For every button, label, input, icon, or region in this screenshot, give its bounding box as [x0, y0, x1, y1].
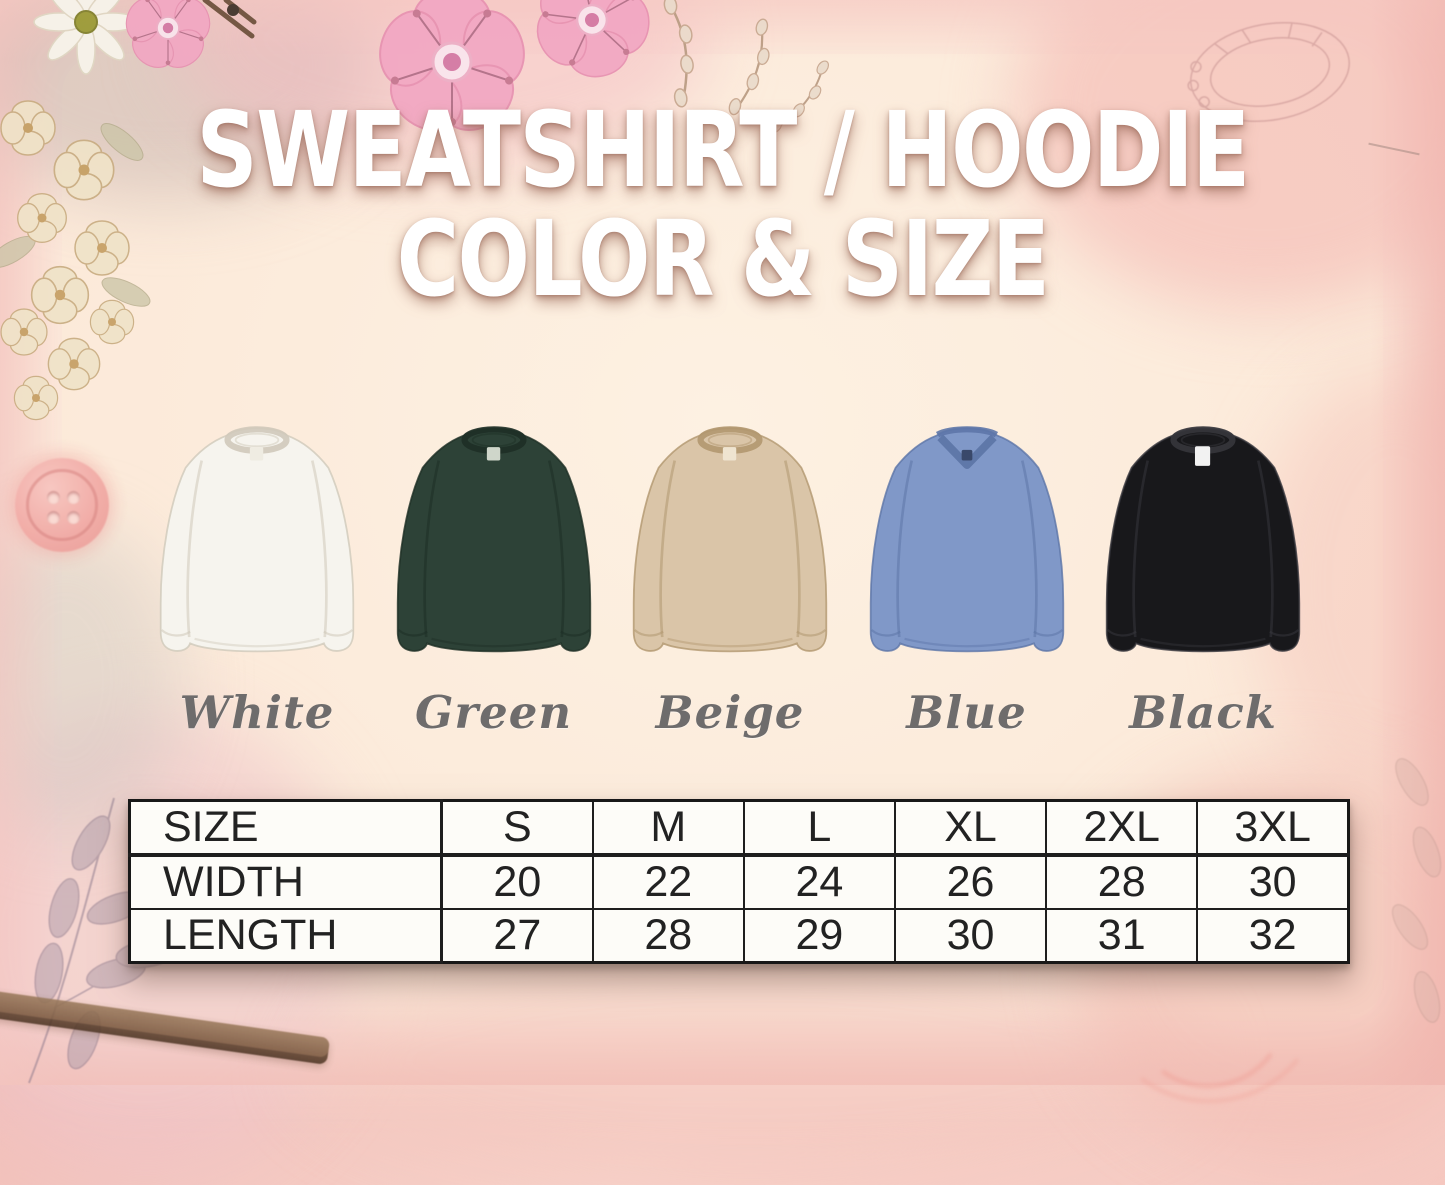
size-cell-2xl: 2XL [1045, 799, 1199, 857]
length-value: 30 [893, 907, 1048, 964]
product-black: Black [1096, 404, 1310, 739]
product-white: White [150, 404, 364, 739]
sweatshirt-image-white [150, 404, 364, 682]
width-value: 30 [1196, 853, 1350, 910]
page-title: SWEATSHIRT / HOODIE COLOR & SIZE [0, 96, 1445, 314]
length-label-cell: LENGTH [128, 907, 443, 964]
product-beige: Beige [623, 404, 837, 739]
size-chart-table: SIZE S M L XL 2XL 3XL WIDTH 20 22 24 26 … [128, 799, 1350, 964]
sweatshirt-image-black [1096, 404, 1310, 682]
table-row-width: WIDTH 20 22 24 26 28 30 [128, 853, 1350, 910]
sweatshirt-image-green [387, 404, 601, 682]
button-hole [47, 491, 60, 504]
size-cell-m: M [591, 799, 745, 857]
pink-button-decoration [15, 458, 109, 552]
width-value: 28 [1045, 853, 1199, 910]
color-label-green: Green [414, 686, 573, 739]
size-cell-l: L [742, 799, 896, 857]
button-hole [67, 511, 80, 524]
neck-tag [486, 447, 500, 461]
table-row-sizes: SIZE S M L XL 2XL 3XL [128, 799, 1350, 857]
button-hole [67, 491, 80, 504]
neck-tag [722, 447, 737, 461]
width-value: 24 [742, 853, 896, 910]
length-value: 29 [742, 907, 896, 964]
button-hole [47, 511, 60, 524]
sweatshirt-image-blue [860, 404, 1074, 682]
width-value: 22 [591, 853, 745, 910]
product-green: Green [387, 404, 601, 739]
sweatshirt-image-beige [623, 404, 837, 682]
title-line-1: SWEATSHIRT / HOODIE [196, 89, 1250, 211]
size-cell-3xl: 3XL [1196, 799, 1350, 857]
frame-edge [0, 0, 1445, 60]
table-row-length: LENGTH 27 28 29 30 31 32 [128, 907, 1350, 964]
color-label-black: Black [1129, 686, 1277, 739]
neck-tag [1194, 446, 1211, 466]
product-blue: Blue [860, 404, 1074, 739]
length-value: 32 [1196, 907, 1350, 964]
color-label-beige: Beige [655, 686, 805, 739]
color-label-blue: Blue [906, 686, 1027, 739]
width-value: 20 [440, 853, 594, 910]
width-value: 26 [893, 853, 1048, 910]
neck-tag [249, 447, 264, 461]
title-line-2: COLOR & SIZE [396, 198, 1051, 320]
size-cell-s: S [440, 799, 594, 857]
width-label-cell: WIDTH [128, 853, 443, 910]
size-cell-xl: XL [893, 799, 1048, 857]
color-label-white: White [179, 686, 335, 739]
color-options-row: White Green Beige Blue Black [150, 404, 1310, 739]
length-value: 27 [440, 907, 594, 964]
neck-tag [961, 449, 972, 461]
length-value: 28 [591, 907, 745, 964]
size-header-cell: SIZE [128, 799, 443, 857]
length-value: 31 [1045, 907, 1199, 964]
